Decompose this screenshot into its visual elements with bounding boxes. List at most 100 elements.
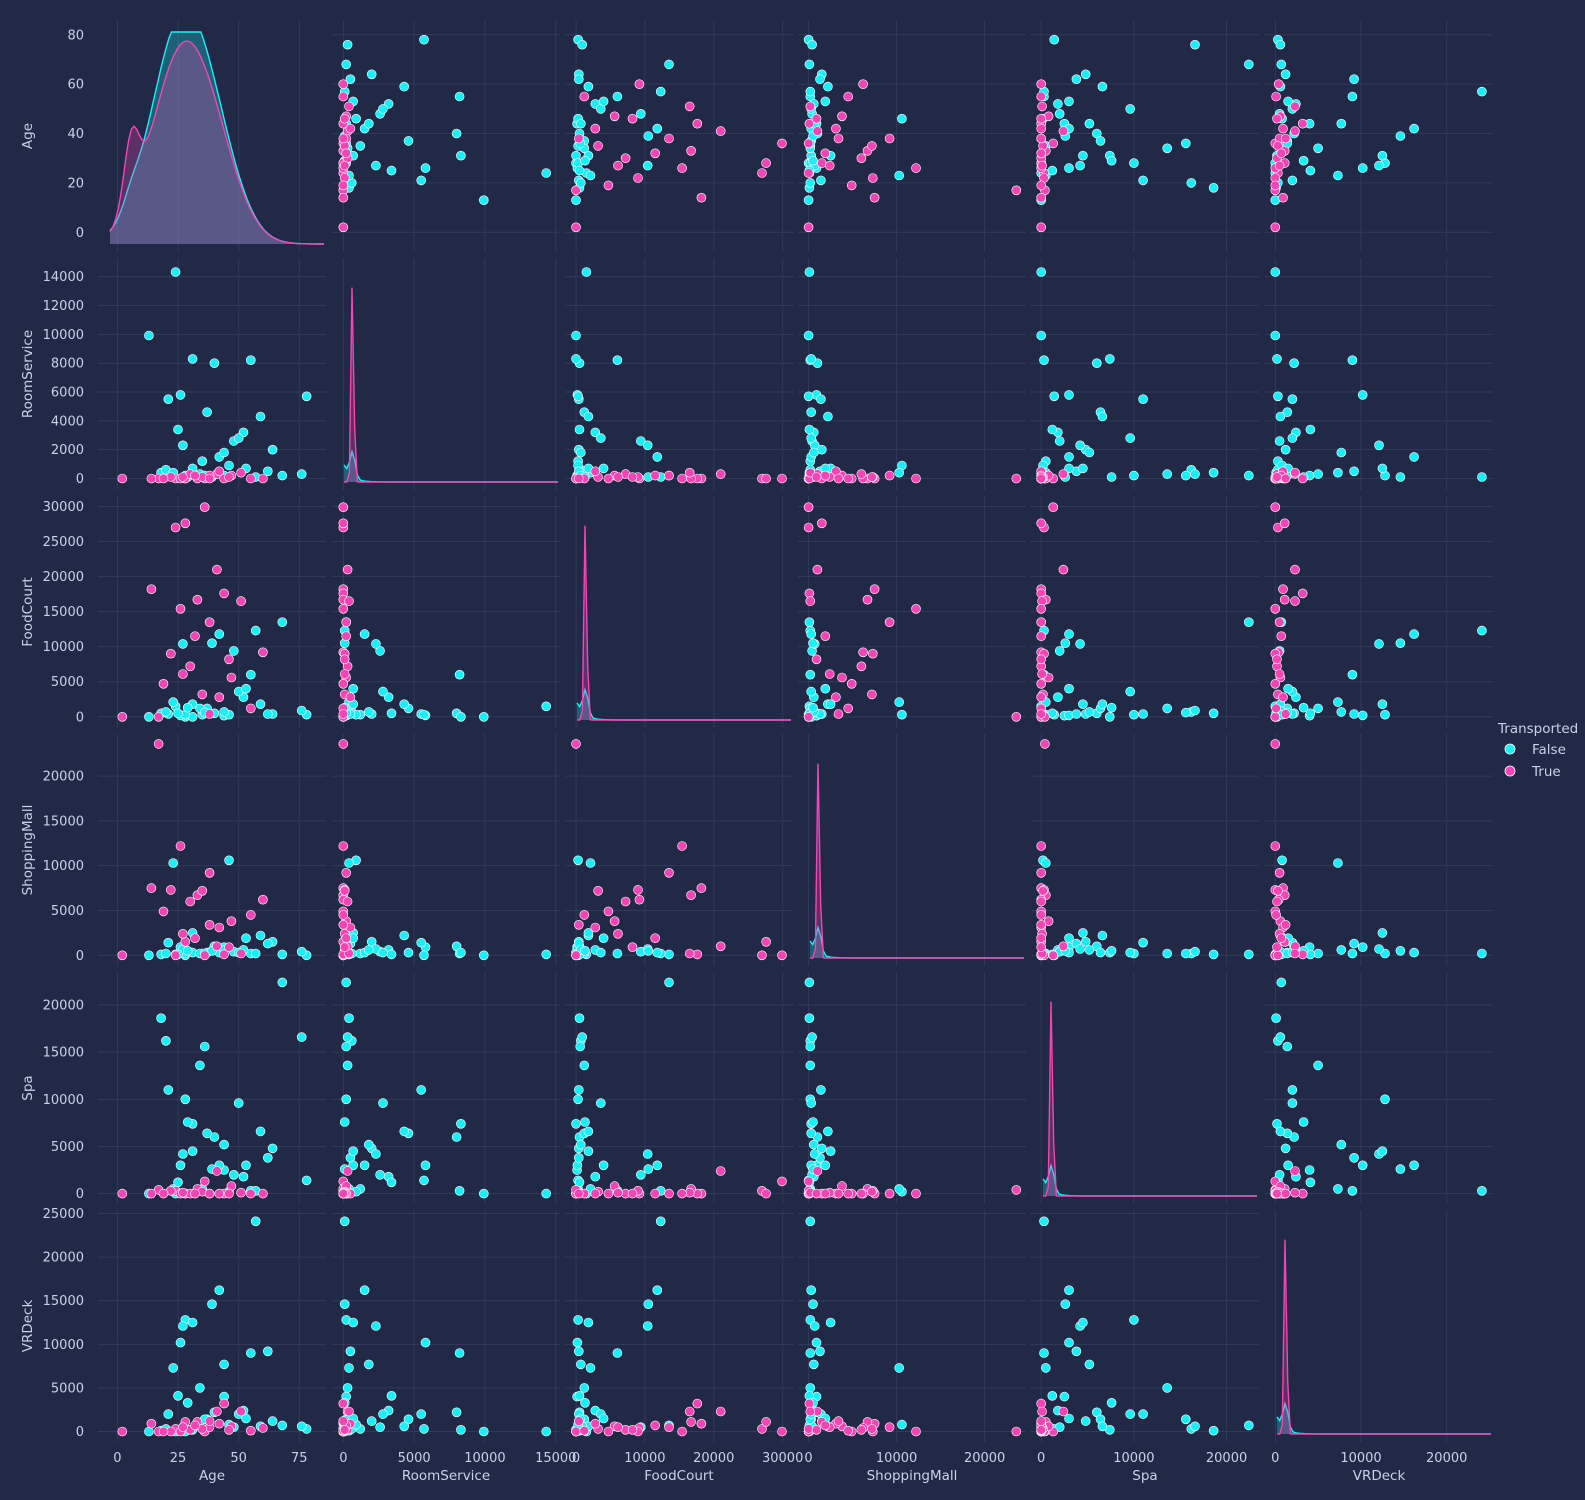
point-True [204, 867, 215, 878]
point-False [571, 330, 581, 341]
point-True [158, 678, 169, 689]
point-True [341, 631, 352, 642]
point-False [209, 358, 220, 369]
point-False [416, 937, 427, 948]
point-True [884, 617, 895, 628]
point-False [1349, 709, 1359, 719]
point-False [342, 1032, 353, 1042]
point-False [451, 1407, 462, 1418]
point-False [378, 104, 388, 114]
point-False [344, 1363, 354, 1373]
point-False [655, 86, 666, 97]
point-True [650, 933, 661, 944]
point-True [824, 669, 835, 679]
point-True [166, 885, 176, 895]
point-False [241, 933, 251, 944]
point-True [1278, 692, 1288, 703]
point-True [1274, 669, 1285, 679]
point-False [642, 440, 653, 451]
point-False [144, 950, 154, 961]
point-False [1106, 945, 1117, 956]
point-False [168, 858, 178, 868]
kde-line-True [1277, 1239, 1491, 1435]
point-False [1283, 1160, 1293, 1171]
panel-ShoppingMall-vs-VRDeck [1265, 734, 1493, 966]
point-True [219, 1398, 229, 1409]
point-False [219, 1359, 229, 1370]
point-False [573, 74, 584, 84]
point-False [255, 930, 266, 941]
y-tick-label: 5000 [51, 1140, 84, 1155]
point-False [403, 136, 414, 146]
point-True [1011, 711, 1022, 722]
legend-label-true: True [1531, 764, 1561, 780]
y-tick-label: 4000 [51, 414, 84, 429]
point-False [1313, 1060, 1323, 1071]
point-False [1477, 625, 1487, 636]
point-True [1270, 502, 1281, 513]
point-True [1271, 910, 1281, 920]
panel-ShoppingMall-vs-ShoppingMall [808, 734, 1024, 966]
point-False [575, 1139, 586, 1150]
point-False [296, 705, 307, 716]
point-True [1036, 148, 1046, 159]
point-True [338, 180, 349, 191]
point-False [573, 1346, 584, 1357]
point-True [862, 594, 873, 605]
point-True [224, 942, 234, 953]
point-True [341, 867, 352, 878]
point-False [894, 1363, 905, 1373]
x-tick-label: 10000 [876, 1451, 917, 1466]
point-False [195, 1383, 205, 1393]
point-False [202, 407, 212, 418]
point-True [805, 1406, 816, 1417]
point-True [1036, 518, 1046, 529]
point-True [571, 739, 581, 749]
panel-RoomService-vs-VRDeck [1265, 258, 1493, 490]
point-False [378, 686, 388, 697]
point-True [811, 654, 822, 665]
point-False [1064, 163, 1074, 173]
point-False [1287, 394, 1298, 405]
point-False [1054, 436, 1065, 446]
point-True [1278, 584, 1288, 595]
point-False [805, 1041, 816, 1052]
point-True [803, 1176, 814, 1187]
point-False [816, 1085, 826, 1095]
panel-Spa-vs-RoomService [332, 972, 560, 1204]
point-False [1078, 928, 1088, 938]
point-True [1036, 603, 1046, 614]
point-False [1129, 709, 1139, 720]
point-True [1037, 160, 1047, 171]
point-True [858, 79, 868, 89]
point-False [267, 444, 278, 455]
point-False [808, 155, 818, 166]
point-True [777, 473, 787, 484]
point-True [1036, 631, 1046, 642]
point-False [187, 354, 198, 364]
point-True [1272, 654, 1282, 665]
point-True [856, 1425, 867, 1435]
point-False [541, 168, 552, 178]
point-False [416, 1409, 427, 1419]
point-False [1125, 686, 1135, 697]
point-True [338, 133, 349, 144]
point-False [1347, 1186, 1358, 1196]
point-False [1097, 930, 1108, 941]
point-False [454, 1186, 465, 1196]
point-False [301, 1175, 312, 1186]
point-False [583, 1126, 594, 1137]
panel-FoodCourt-vs-FoodCourt [575, 496, 791, 728]
point-False [807, 1032, 817, 1042]
point-True [212, 941, 222, 952]
point-True [634, 79, 645, 89]
point-False [454, 1348, 465, 1358]
x-tick-label: 0 [1271, 1451, 1279, 1466]
point-False [573, 1315, 583, 1325]
point-True [1058, 564, 1069, 575]
point-True [812, 1166, 823, 1176]
point-False [1409, 629, 1419, 639]
point-False [399, 1421, 410, 1432]
point-True [609, 111, 620, 122]
point-True [803, 168, 814, 178]
